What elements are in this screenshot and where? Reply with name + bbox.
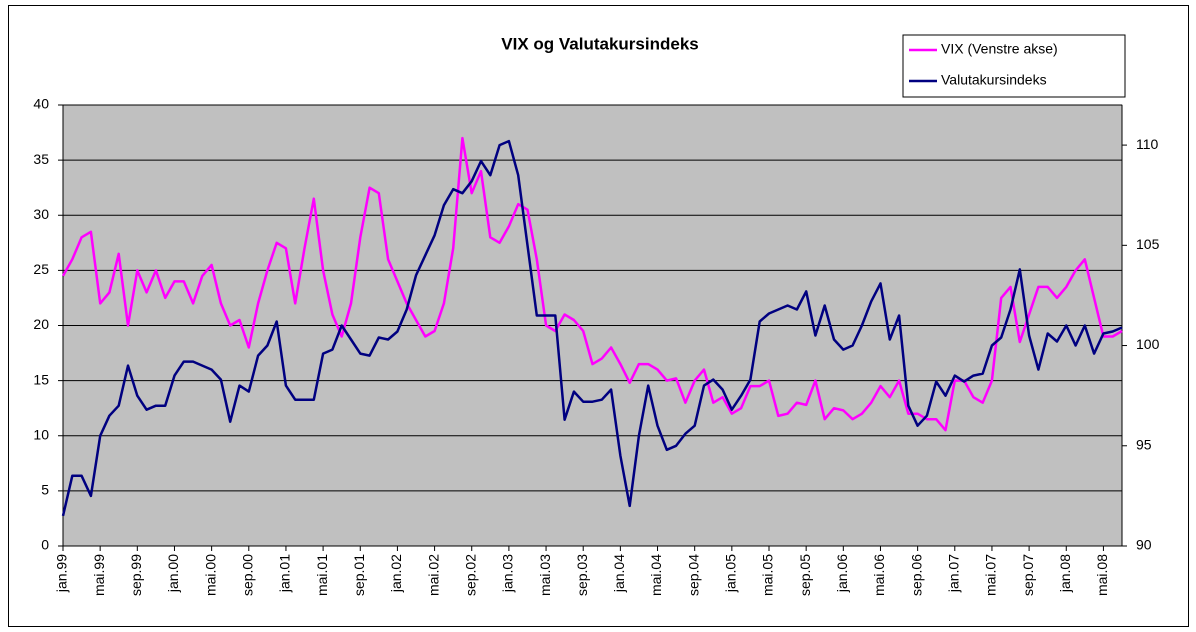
y-tick-label: 15 — [33, 371, 49, 387]
x-tick-label: sep.02 — [462, 554, 478, 596]
x-tick-label: sep.05 — [797, 554, 813, 596]
y-tick-label: 35 — [33, 151, 49, 167]
x-tick-label: mai.99 — [91, 554, 107, 596]
y-tick-label: 5 — [41, 482, 49, 498]
x-tick-label: sep.06 — [908, 554, 924, 596]
x-tick-label: sep.07 — [1020, 554, 1036, 596]
y-tick-label: 20 — [33, 316, 49, 332]
y-tick-label: 30 — [33, 206, 49, 222]
x-tick-label: jan.00 — [165, 554, 181, 593]
x-tick-label: jan.03 — [500, 554, 516, 593]
x-tick-label: jan.07 — [945, 554, 961, 593]
y-tick-label: 40 — [33, 96, 49, 112]
chart-title: VIX og Valutakursindeks — [501, 34, 698, 53]
x-tick-label: mai.02 — [425, 554, 441, 596]
x-tick-label: mai.08 — [1094, 554, 1110, 596]
y-tick-label: 0 — [41, 537, 49, 553]
x-tick-label: sep.00 — [239, 554, 255, 596]
legend-label: VIX (Venstre akse) — [941, 41, 1058, 57]
x-tick-label: jan.04 — [611, 554, 627, 593]
x-tick-label: jan.06 — [834, 554, 850, 593]
x-tick-label: mai.00 — [202, 554, 218, 596]
x-tick-label: sep.01 — [351, 554, 367, 596]
x-tick-label: jan.08 — [1057, 554, 1073, 593]
legend-label: Valutakursindeks — [941, 72, 1047, 88]
x-tick-label: mai.07 — [983, 554, 999, 596]
x-tick-label: sep.04 — [685, 554, 701, 596]
x-tick-label: mai.06 — [871, 554, 887, 596]
series-line — [61, 136, 1123, 432]
x-tick-label: mai.03 — [537, 554, 553, 596]
x-tick-label: mai.01 — [314, 554, 330, 596]
legend-box — [902, 34, 1126, 98]
y2-tick-label: 105 — [1136, 236, 1160, 252]
y2-tick-label: 90 — [1136, 537, 1152, 553]
x-tick-label: jan.01 — [277, 554, 293, 593]
series-line — [61, 139, 1123, 517]
y-tick-label: 25 — [33, 261, 49, 277]
x-tick-label: jan.05 — [723, 554, 739, 593]
y2-tick-label: 95 — [1136, 436, 1152, 452]
x-tick-label: mai.05 — [760, 554, 776, 596]
x-tick-label: jan.99 — [54, 554, 70, 593]
x-tick-label: jan.02 — [388, 554, 404, 593]
x-tick-label: sep.03 — [574, 554, 590, 596]
x-tick-label: mai.04 — [648, 554, 664, 596]
y2-tick-label: 110 — [1136, 136, 1159, 152]
x-tick-label: sep.99 — [128, 554, 144, 596]
y-tick-label: 10 — [33, 426, 49, 442]
y2-tick-label: 100 — [1136, 336, 1160, 352]
